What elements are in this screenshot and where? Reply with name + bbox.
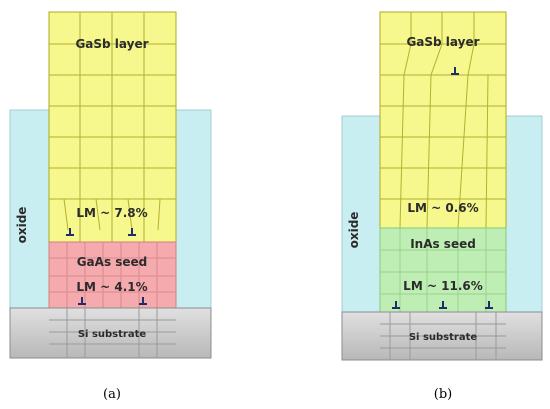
dislocation-symbol-icon bbox=[439, 301, 447, 309]
oxide-right bbox=[505, 115, 543, 313]
si-substrate bbox=[9, 307, 212, 359]
oxide-label: oxide bbox=[347, 212, 361, 249]
gasb-grid bbox=[49, 12, 176, 242]
panel-a: oxide bbox=[9, 11, 212, 402]
dislocation-symbol-icon bbox=[66, 228, 74, 236]
dislocation-symbol-icon bbox=[139, 297, 147, 305]
seed-label: GaAs seed bbox=[77, 255, 148, 269]
gasb-grid bbox=[380, 12, 506, 229]
substrate-label: Si substrate bbox=[409, 332, 478, 343]
oxide-right bbox=[175, 109, 212, 311]
inas-seed bbox=[379, 227, 507, 313]
dislocation-symbol-icon bbox=[485, 301, 493, 309]
oxide-label: oxide bbox=[15, 207, 29, 244]
gasb-layer-label: GaSb layer bbox=[75, 37, 148, 51]
seed-grid bbox=[49, 242, 176, 308]
gaas-seed bbox=[48, 241, 177, 309]
dislocation-symbol-icon bbox=[128, 228, 136, 236]
dislocation-symbol-icon bbox=[78, 297, 86, 305]
substrate-grid bbox=[49, 308, 176, 358]
lm-bottom-label: LM ~ 4.1% bbox=[76, 280, 147, 294]
lm-top-label: LM ~ 0.6% bbox=[407, 201, 478, 215]
dislocation-symbol-icon bbox=[451, 67, 459, 75]
seed-label: InAs seed bbox=[410, 237, 476, 251]
caption-b: (b) bbox=[434, 387, 452, 402]
gasb-layer-label: GaSb layer bbox=[406, 35, 479, 49]
substrate-label: Si substrate bbox=[78, 329, 147, 340]
panel-b: oxide bbox=[341, 11, 543, 402]
seed-grid bbox=[380, 228, 506, 312]
dislocation-symbol-icon bbox=[392, 301, 400, 309]
lm-bottom-label: LM ~ 11.6% bbox=[403, 279, 483, 293]
caption-a: (a) bbox=[103, 387, 121, 402]
oxide-left bbox=[9, 109, 50, 311]
lm-top-label: LM ~ 7.8% bbox=[76, 206, 147, 220]
substrate-grid bbox=[380, 312, 506, 360]
oxide-left bbox=[341, 115, 381, 313]
